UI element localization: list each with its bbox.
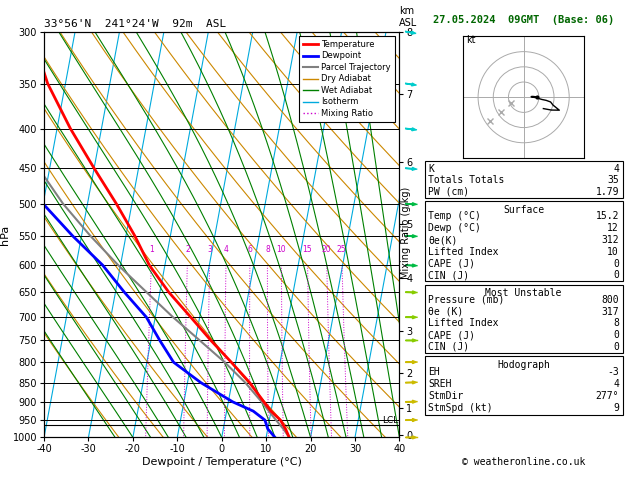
Text: 0: 0	[613, 259, 619, 269]
Text: 25: 25	[337, 245, 347, 254]
Text: Lifted Index: Lifted Index	[428, 318, 499, 329]
Text: © weatheronline.co.uk: © weatheronline.co.uk	[462, 456, 586, 467]
Text: 0: 0	[613, 330, 619, 340]
Text: Mixing Ratio (g/kg): Mixing Ratio (g/kg)	[401, 187, 411, 279]
Text: 317: 317	[601, 307, 619, 317]
Y-axis label: hPa: hPa	[0, 225, 10, 244]
Text: K: K	[428, 164, 434, 174]
Text: CIN (J): CIN (J)	[428, 271, 469, 280]
Text: 3: 3	[208, 245, 212, 254]
Text: 4: 4	[613, 164, 619, 174]
Text: Totals Totals: Totals Totals	[428, 175, 504, 185]
Text: 312: 312	[601, 235, 619, 245]
Text: StmSpd (kt): StmSpd (kt)	[428, 403, 493, 414]
Text: 12: 12	[607, 223, 619, 233]
Text: 15.2: 15.2	[596, 211, 619, 221]
Text: Hodograph: Hodograph	[497, 360, 550, 370]
Legend: Temperature, Dewpoint, Parcel Trajectory, Dry Adiabat, Wet Adiabat, Isotherm, Mi: Temperature, Dewpoint, Parcel Trajectory…	[299, 36, 395, 122]
Text: 20: 20	[322, 245, 331, 254]
Text: 0: 0	[613, 342, 619, 352]
Text: Temp (°C): Temp (°C)	[428, 211, 481, 221]
Text: 10: 10	[277, 245, 286, 254]
Text: StmDir: StmDir	[428, 391, 464, 401]
Text: 2: 2	[185, 245, 190, 254]
Text: 1.79: 1.79	[596, 187, 619, 197]
Text: 1: 1	[150, 245, 154, 254]
Text: Pressure (mb): Pressure (mb)	[428, 295, 504, 305]
Text: 800: 800	[601, 295, 619, 305]
Text: 277°: 277°	[596, 391, 619, 401]
Text: CIN (J): CIN (J)	[428, 342, 469, 352]
Text: 0: 0	[613, 271, 619, 280]
Text: Dewp (°C): Dewp (°C)	[428, 223, 481, 233]
Text: 9: 9	[613, 403, 619, 414]
Text: LCL: LCL	[382, 417, 398, 425]
Text: 4: 4	[224, 245, 228, 254]
Text: 8: 8	[265, 245, 270, 254]
Text: 6: 6	[247, 245, 252, 254]
Text: 27.05.2024  09GMT  (Base: 06): 27.05.2024 09GMT (Base: 06)	[433, 15, 615, 25]
Text: Surface: Surface	[503, 205, 544, 215]
Text: 4: 4	[613, 379, 619, 389]
Text: 8: 8	[613, 318, 619, 329]
Text: 35: 35	[607, 175, 619, 185]
Text: Most Unstable: Most Unstable	[486, 288, 562, 298]
Text: km
ASL: km ASL	[399, 6, 418, 28]
Text: θe(K): θe(K)	[428, 235, 458, 245]
Text: 33°56'N  241°24'W  92m  ASL: 33°56'N 241°24'W 92m ASL	[44, 19, 226, 30]
Text: θe (K): θe (K)	[428, 307, 464, 317]
Text: PW (cm): PW (cm)	[428, 187, 469, 197]
Text: CAPE (J): CAPE (J)	[428, 330, 476, 340]
X-axis label: Dewpoint / Temperature (°C): Dewpoint / Temperature (°C)	[142, 457, 302, 467]
Text: kt: kt	[466, 35, 476, 45]
Text: EH: EH	[428, 366, 440, 377]
Text: 10: 10	[607, 247, 619, 257]
Text: 15: 15	[303, 245, 312, 254]
Text: SREH: SREH	[428, 379, 452, 389]
Text: -3: -3	[607, 366, 619, 377]
Text: Lifted Index: Lifted Index	[428, 247, 499, 257]
Text: CAPE (J): CAPE (J)	[428, 259, 476, 269]
